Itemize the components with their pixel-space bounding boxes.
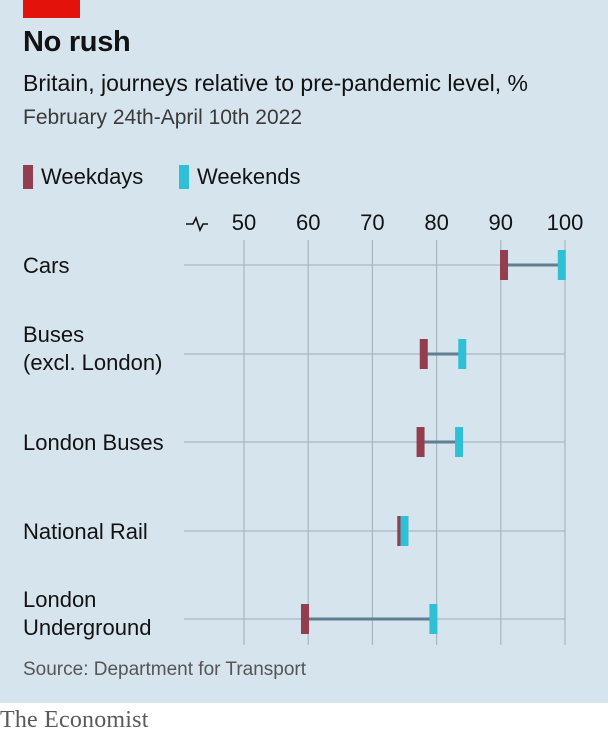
legend-label-weekends: Weekends	[197, 164, 301, 189]
marker-weekdays-0	[500, 250, 509, 280]
marker-weekends-1	[458, 339, 467, 369]
chart-date-range: February 24th-April 10th 2022	[23, 106, 302, 129]
marker-weekdays-4	[300, 604, 309, 634]
category-label-2-0: London Buses	[23, 430, 164, 455]
brand-red-tab	[23, 0, 80, 18]
legend-swatch-weekdays	[23, 165, 33, 189]
marker-weekdays-2	[416, 427, 425, 457]
category-label-4-0: London	[23, 587, 96, 612]
x-tick-label-60: 60	[296, 210, 320, 235]
x-tick-label-80: 80	[424, 210, 448, 235]
marker-weekends-2	[455, 427, 464, 457]
marker-weekends-3	[400, 516, 409, 546]
category-label-1-1: (excl. London)	[23, 350, 162, 375]
marker-weekdays-1	[419, 339, 428, 369]
legend-label-weekdays: Weekdays	[41, 164, 144, 189]
axis-break-icon	[186, 215, 208, 233]
marker-weekends-0	[557, 250, 566, 280]
dumbbell-chart: 50 60 70 80 90 100 Cars Buses (excl. London) Lond…	[23, 210, 584, 645]
chart-subtitle: Britain, journeys relative to pre-pandem…	[23, 70, 528, 96]
x-tick-label-100: 100	[547, 210, 584, 235]
source-note: Source: Department for Transport	[23, 659, 307, 680]
legend-item-weekdays: Weekdays	[23, 163, 143, 191]
chart-panel	[0, 0, 608, 703]
x-tick-label-70: 70	[360, 210, 384, 235]
category-label-1-0: Buses	[23, 322, 84, 347]
category-label-0-0: Cars	[23, 253, 69, 278]
legend-item-weekends: Weekends	[179, 163, 301, 191]
x-tick-label-90: 90	[489, 210, 513, 235]
legend-swatch-weekends	[179, 165, 189, 189]
category-label-4-1: Underground	[23, 615, 151, 640]
brand-wordmark: The Economist	[0, 707, 149, 733]
category-label-3-0: National Rail	[23, 519, 148, 544]
chart-title: No rush	[23, 26, 131, 58]
x-tick-label-50: 50	[232, 210, 256, 235]
marker-weekends-4	[429, 604, 438, 634]
